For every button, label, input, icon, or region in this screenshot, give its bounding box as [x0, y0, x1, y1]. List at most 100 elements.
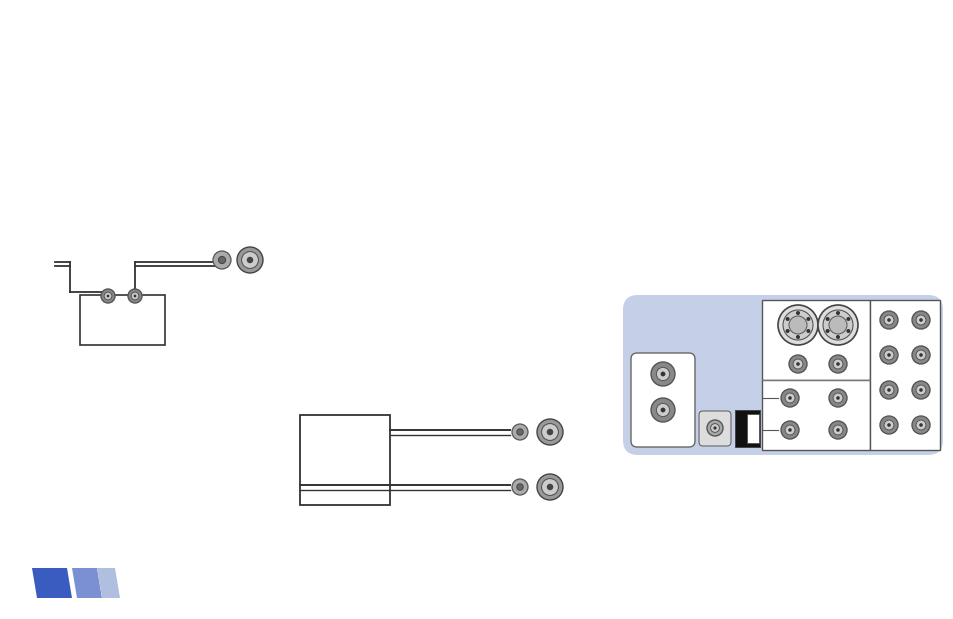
Circle shape	[828, 421, 846, 439]
Bar	[761, 300, 869, 380]
Circle shape	[795, 335, 800, 339]
Circle shape	[787, 428, 791, 432]
Circle shape	[650, 398, 675, 422]
Circle shape	[546, 484, 553, 490]
Circle shape	[778, 305, 817, 345]
Circle shape	[213, 251, 231, 269]
Circle shape	[883, 315, 893, 325]
Circle shape	[107, 295, 110, 297]
Circle shape	[919, 388, 922, 392]
Circle shape	[828, 355, 846, 373]
Circle shape	[886, 423, 890, 426]
Circle shape	[236, 247, 263, 273]
Bar	[80, 295, 165, 345]
Bar	[869, 300, 939, 450]
Circle shape	[915, 420, 925, 430]
Circle shape	[883, 420, 893, 430]
Circle shape	[915, 385, 925, 395]
Circle shape	[822, 310, 852, 340]
Circle shape	[836, 362, 839, 366]
Circle shape	[104, 292, 112, 300]
Bar	[761, 380, 869, 450]
Circle shape	[915, 315, 925, 325]
Circle shape	[824, 317, 829, 321]
Circle shape	[883, 350, 893, 360]
Circle shape	[828, 316, 846, 334]
Circle shape	[886, 388, 890, 392]
Circle shape	[836, 428, 839, 432]
Bar	[734, 410, 760, 447]
Circle shape	[919, 423, 922, 426]
Circle shape	[845, 329, 849, 333]
Circle shape	[517, 429, 522, 435]
Circle shape	[836, 396, 839, 400]
Circle shape	[796, 362, 799, 366]
Circle shape	[845, 317, 849, 321]
Circle shape	[512, 479, 527, 495]
Circle shape	[101, 289, 115, 303]
Circle shape	[832, 359, 842, 369]
Bar	[299, 415, 390, 505]
Circle shape	[886, 353, 890, 357]
Circle shape	[713, 426, 716, 430]
Polygon shape	[71, 568, 102, 598]
Circle shape	[915, 350, 925, 360]
Circle shape	[879, 381, 897, 399]
Circle shape	[537, 419, 562, 445]
Circle shape	[784, 317, 789, 321]
Circle shape	[541, 423, 558, 441]
FancyBboxPatch shape	[622, 295, 942, 455]
Circle shape	[659, 407, 664, 412]
Circle shape	[911, 311, 929, 329]
Circle shape	[919, 318, 922, 322]
Circle shape	[241, 251, 258, 269]
Circle shape	[879, 416, 897, 434]
Circle shape	[911, 381, 929, 399]
Circle shape	[879, 346, 897, 364]
Circle shape	[512, 424, 527, 440]
Circle shape	[805, 329, 809, 333]
Circle shape	[835, 335, 840, 339]
Circle shape	[784, 393, 794, 403]
FancyBboxPatch shape	[699, 411, 730, 446]
Circle shape	[784, 425, 794, 435]
Circle shape	[650, 362, 675, 386]
Circle shape	[832, 393, 842, 403]
Circle shape	[911, 346, 929, 364]
FancyBboxPatch shape	[630, 353, 695, 447]
Polygon shape	[32, 568, 71, 598]
Circle shape	[883, 385, 893, 395]
Circle shape	[784, 329, 789, 333]
Circle shape	[879, 311, 897, 329]
Circle shape	[828, 389, 846, 407]
Circle shape	[781, 389, 799, 407]
Circle shape	[706, 420, 722, 436]
Polygon shape	[97, 568, 120, 598]
Bar	[747, 413, 758, 443]
Circle shape	[792, 359, 802, 369]
Circle shape	[886, 318, 890, 322]
Circle shape	[781, 421, 799, 439]
Circle shape	[782, 310, 812, 340]
Circle shape	[919, 353, 922, 357]
Circle shape	[832, 425, 842, 435]
Circle shape	[656, 404, 669, 417]
Circle shape	[128, 289, 142, 303]
Circle shape	[911, 416, 929, 434]
Circle shape	[835, 311, 840, 315]
Circle shape	[787, 396, 791, 400]
Circle shape	[805, 317, 809, 321]
Circle shape	[659, 371, 664, 376]
Circle shape	[788, 316, 806, 334]
Circle shape	[710, 423, 719, 433]
Circle shape	[541, 478, 558, 495]
Circle shape	[247, 257, 253, 263]
Circle shape	[517, 484, 522, 490]
Circle shape	[817, 305, 857, 345]
Circle shape	[788, 355, 806, 373]
Circle shape	[133, 295, 136, 297]
Circle shape	[537, 474, 562, 500]
Circle shape	[656, 368, 669, 381]
Circle shape	[824, 329, 829, 333]
Circle shape	[546, 429, 553, 435]
